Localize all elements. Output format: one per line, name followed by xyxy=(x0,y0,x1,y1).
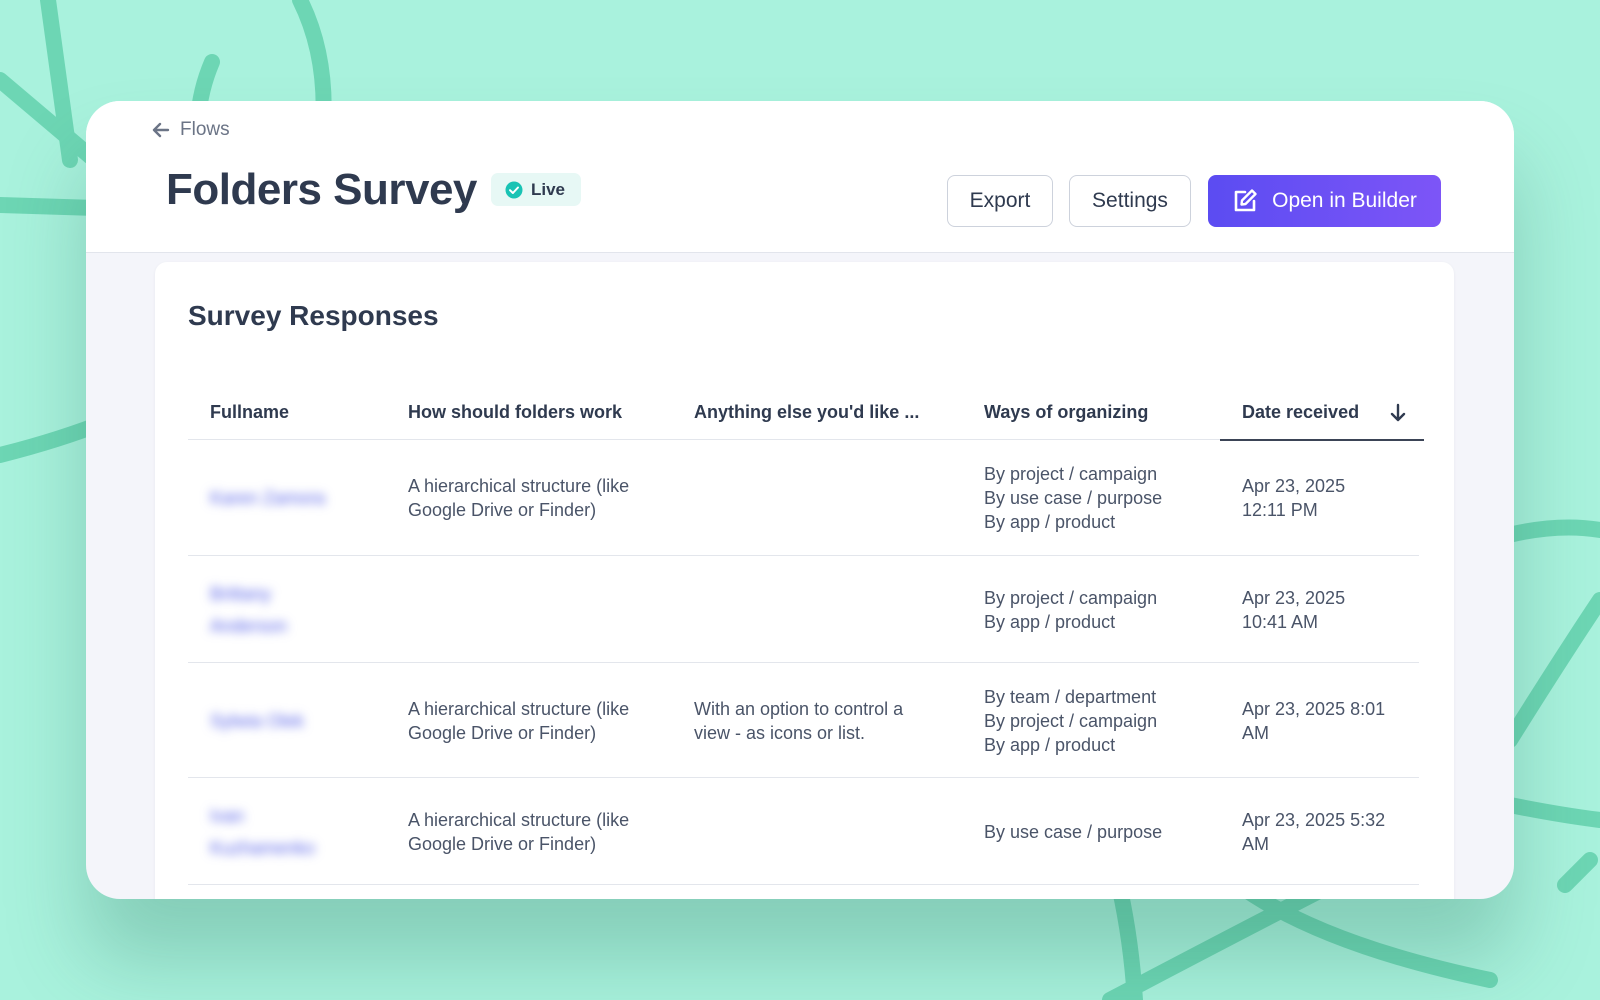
export-button[interactable]: Export xyxy=(947,175,1053,227)
cell-ways-line: By project / campaign xyxy=(984,464,1158,484)
responses-table: Fullname How should folders work Anythin… xyxy=(188,390,1424,885)
open-in-builder-label: Open in Builder xyxy=(1272,189,1417,212)
cell-date: Apr 23, 2025 10:41 AM xyxy=(1242,586,1417,634)
cell-ways-line: By project / campaign xyxy=(984,588,1158,608)
cell-date: Apr 23, 2025 12:11 PM xyxy=(1242,474,1417,522)
cell-date-line: Apr 23, 2025 xyxy=(1242,476,1346,496)
cell-ways: By team / department By project / campaig… xyxy=(984,685,1204,757)
cell-folders-line: Google Drive or Finder) xyxy=(408,500,597,520)
cell-ways-line: By app / product xyxy=(984,612,1116,632)
cell-ways-line: By project / campaign xyxy=(984,711,1158,731)
app-window: Flows Folders Survey Live Export Setting… xyxy=(86,101,1514,899)
status-label: Live xyxy=(531,179,566,199)
cell-folders-line: Google Drive or Finder) xyxy=(408,834,597,854)
survey-responses-card: Survey Responses Fullname How should fol… xyxy=(155,262,1454,899)
cell-fullname-line: Karen Zamora xyxy=(210,488,326,508)
column-header-ways[interactable]: Ways of organizing xyxy=(984,402,1149,422)
cell-date-line: Apr 23, 2025 5:32 xyxy=(1242,810,1386,830)
cell-ways-line: By use case / purpose xyxy=(984,822,1163,842)
cell-ways-line: By app / product xyxy=(984,735,1116,755)
cell-fullname-line: Sylwia Olek xyxy=(210,711,305,731)
cell-fullname-line: Kuzhamenko xyxy=(210,838,316,858)
cell-folders-line: A hierarchical structure (like xyxy=(408,810,630,830)
table-row[interactable]: Karen Zamora A hierarchical structure (li… xyxy=(188,440,1419,556)
cell-fullname-line: Anderson xyxy=(210,616,288,636)
cell-ways: By project / campaign By use case / purpo… xyxy=(984,462,1204,534)
edit-icon xyxy=(1234,189,1257,212)
status-badge: Live xyxy=(491,173,582,206)
cell-folders-line: A hierarchical structure (like xyxy=(408,476,630,496)
table-header: Fullname How should folders work Anythin… xyxy=(188,390,1424,441)
cell-fullname: Ivan Kuzhamenko xyxy=(210,800,350,864)
cell-ways-line: By team / department xyxy=(984,687,1157,707)
cell-anything-else-line: With an option to control a xyxy=(694,699,904,719)
arrow-left-icon xyxy=(152,122,170,138)
cell-date: Apr 23, 2025 8:01 AM xyxy=(1242,697,1417,745)
cell-folders: A hierarchical structure (like Google Dri… xyxy=(408,808,668,856)
table-row[interactable]: Brittany Anderson By project / campaign By … xyxy=(188,556,1419,663)
cell-fullname: Sylwia Olek xyxy=(210,705,350,737)
cell-ways: By project / campaign By app / product xyxy=(984,586,1204,634)
column-header-folders[interactable]: How should folders work xyxy=(408,402,623,422)
cell-folders: A hierarchical structure (like Google Dri… xyxy=(408,474,668,522)
page-header: Flows Folders Survey Live Export Setting… xyxy=(86,101,1514,253)
cell-ways-line: By use case / purpose xyxy=(984,488,1163,508)
cell-date-line: 12:11 PM xyxy=(1242,500,1318,520)
cell-date: Apr 23, 2025 5:32 AM xyxy=(1242,808,1417,856)
table-row[interactable]: Sylwia Olek A hierarchical structure (lik… xyxy=(188,663,1419,778)
back-to-flows-link[interactable]: Flows xyxy=(152,119,230,141)
cell-folders: A hierarchical structure (like Google Dri… xyxy=(408,697,668,745)
column-header-anything-else[interactable]: Anything else you'd like ... xyxy=(694,402,920,422)
cell-folders-line: A hierarchical structure (like xyxy=(408,699,630,719)
column-header-fullname[interactable]: Fullname xyxy=(210,402,290,422)
cell-fullname: Brittany Anderson xyxy=(210,578,350,642)
cell-fullname: Karen Zamora xyxy=(210,482,350,514)
cell-fullname-line: Ivan xyxy=(210,806,245,826)
page-title: Folders Survey xyxy=(166,165,477,214)
arrow-down-icon xyxy=(1390,403,1406,422)
settings-button[interactable]: Settings xyxy=(1069,175,1191,227)
cell-date-line: Apr 23, 2025 xyxy=(1242,588,1346,608)
table-row[interactable]: Ivan Kuzhamenko A hierarchical structure (… xyxy=(188,778,1419,885)
column-header-date: Date received xyxy=(1242,402,1360,422)
column-header-date-sorted[interactable]: Date received xyxy=(1220,390,1424,441)
table-body: Karen Zamora A hierarchical structure (li… xyxy=(188,440,1419,885)
open-in-builder-button[interactable]: Open in Builder xyxy=(1208,175,1441,227)
survey-responses-title: Survey Responses xyxy=(188,300,439,331)
cell-date-line: AM xyxy=(1242,834,1269,854)
cell-date-line: 10:41 AM xyxy=(1242,612,1319,632)
cell-folders-line: Google Drive or Finder) xyxy=(408,723,597,743)
cell-anything-else: With an option to control a view - as ico… xyxy=(694,697,954,745)
cell-anything-else-line: view - as icons or list. xyxy=(694,723,866,743)
cell-ways: By use case / purpose xyxy=(984,820,1204,844)
check-circle-icon xyxy=(505,181,523,198)
back-link-label: Flows xyxy=(180,119,230,140)
cell-fullname-line: Brittany xyxy=(210,584,272,604)
cell-date-line: Apr 23, 2025 8:01 xyxy=(1242,699,1386,719)
cell-date-line: AM xyxy=(1242,723,1269,743)
cell-ways-line: By app / product xyxy=(984,512,1116,532)
